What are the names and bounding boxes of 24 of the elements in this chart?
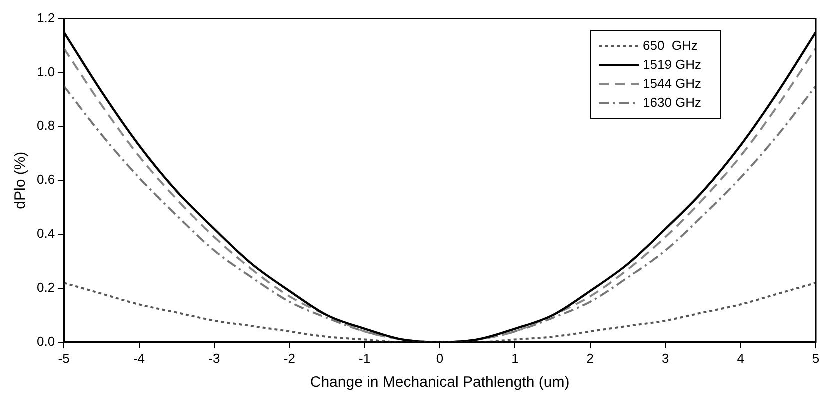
x-tick-label: 4 <box>737 350 744 366</box>
legend-label: 1544 GHz <box>643 76 702 91</box>
x-tick-label: -5 <box>58 350 70 366</box>
legend-label: 1519 GHz <box>643 56 702 72</box>
x-tick-label: 5 <box>812 350 820 366</box>
x-tick-label: -3 <box>208 350 220 366</box>
y-tick-label: 0.0 <box>36 334 56 349</box>
y-tick-label: 1.0 <box>36 64 56 80</box>
y-axis-title: dPlo (%) <box>12 152 30 210</box>
y-tick-label: 1.2 <box>36 10 56 26</box>
x-tick-label: 3 <box>662 350 670 366</box>
x-tick-label: -2 <box>284 350 296 366</box>
y-tick-label: 0.4 <box>36 226 56 242</box>
y-tick-label: 0.2 <box>36 280 56 296</box>
y-tick-label: 0.6 <box>36 172 56 188</box>
y-tick-label: 0.8 <box>36 118 56 134</box>
x-tick-label: 0 <box>436 350 444 366</box>
x-tick-label: 2 <box>586 350 594 366</box>
x-tick-label: -1 <box>359 350 371 366</box>
x-axis-title: Change in Mechanical Pathlength (um) <box>310 374 570 392</box>
x-tick-label: -4 <box>133 350 146 366</box>
legend-label: 650 GHz <box>643 38 698 53</box>
legend-label: 1630 GHz <box>643 94 702 110</box>
x-tick-label: 1 <box>512 350 519 366</box>
